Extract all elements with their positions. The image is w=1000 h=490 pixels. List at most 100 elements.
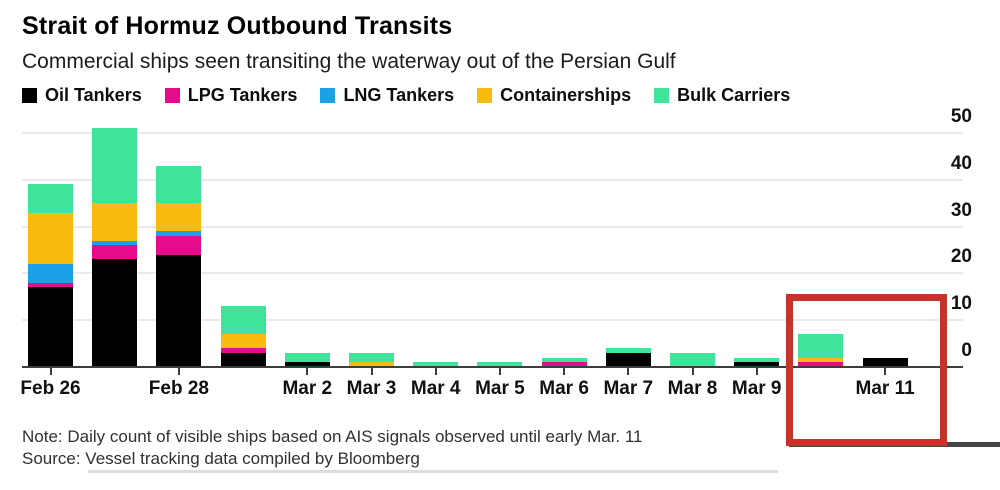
x-tick-mar-9	[755, 368, 758, 375]
bar-segment-mar-3-bulk-carriers	[349, 352, 394, 363]
legend-swatch-icon	[22, 88, 37, 103]
x-axis-label-mar-7: Mar 7	[603, 378, 654, 399]
chart-subtitle: Commercial ships seen transiting the wat…	[22, 50, 676, 73]
legend-item-containerships: Containerships	[477, 85, 631, 106]
bar-segment-feb-27-oil-tankers	[92, 259, 138, 367]
bar-segment-feb-27-bulk-carriers	[92, 128, 138, 204]
bar-mar-10	[798, 334, 844, 367]
bar-mar-2	[284, 352, 330, 367]
y-axis-label-20: 20	[950, 246, 972, 268]
x-tick-mar-11	[884, 368, 887, 375]
bar-segment-feb-27-lng-tankers	[92, 240, 138, 246]
bar-segment-mar-8-bulk-carriers	[670, 352, 715, 367]
x-axis-label-mar-2: Mar 2	[282, 378, 333, 399]
y-axis-label-30: 30	[950, 199, 972, 221]
bar-segment-mar-9-oil-tankers	[734, 362, 780, 367]
bar-segment-feb-28-containerships	[156, 203, 202, 232]
legend-label: Oil Tankers	[45, 85, 142, 105]
y-axis-label-50: 50	[950, 106, 972, 127]
bar-mar-11	[862, 357, 908, 367]
legend-swatch-icon	[320, 88, 336, 103]
y-axis-label-0: 0	[961, 340, 972, 361]
legend-item-oil-tankers: Oil Tankers	[22, 85, 142, 106]
x-tick-mar-6	[563, 368, 566, 375]
x-tick-mar-3	[370, 368, 373, 375]
bar-feb-27	[92, 128, 138, 367]
legend-swatch-icon	[477, 88, 493, 103]
bar-segment-mar-9-bulk-carriers	[734, 357, 780, 363]
bar-mar-3	[349, 352, 394, 367]
chart-title: Strait of Hormuz Outbound Transits	[22, 12, 453, 40]
x-axis-label-feb-28: Feb 28	[148, 378, 209, 399]
x-axis-line	[22, 366, 963, 368]
bar-segment-feb-27-containerships	[92, 203, 138, 241]
bar-segment-mar-6-lpg-tankers	[541, 362, 587, 367]
bar-mar-7	[605, 348, 651, 367]
x-tick-feb-26	[49, 368, 52, 375]
bar-segment-feb-28-lng-tankers	[156, 231, 202, 236]
legend-label: Bulk Carriers	[677, 85, 791, 105]
gridline-y-40	[22, 178, 963, 181]
x-tick-mar-7	[627, 368, 630, 375]
bar-segment-feb-28-lpg-tankers	[156, 235, 202, 255]
x-axis-label-mar-3: Mar 3	[346, 378, 397, 399]
bar-segment-mar-10-lpg-tankers	[798, 362, 844, 367]
y-axis-label-40: 40	[950, 152, 972, 174]
legend-item-lng-tankers: LNG Tankers	[320, 85, 454, 106]
bar-feb-26	[28, 184, 73, 367]
bar-segment-feb-26-lng-tankers	[28, 264, 73, 283]
bar-segment-mar-5-bulk-carriers	[477, 362, 523, 367]
gridline-y-50	[22, 132, 963, 134]
x-axis-label-mar-5: Mar 5	[475, 378, 525, 399]
faint-bottom-line	[88, 470, 778, 473]
x-tick-mar-2	[306, 368, 309, 375]
x-axis-label-feb-26: Feb 26	[20, 378, 81, 399]
chart-note: Note: Daily count of visible ships based…	[22, 427, 643, 446]
bar-mar-8	[670, 352, 715, 367]
legend-label: LNG Tankers	[343, 85, 455, 105]
bar-segment-mar-4-bulk-carriers	[413, 362, 459, 367]
x-axis-label-mar-11: Mar 11	[855, 378, 915, 399]
bar-segment-mar-2-oil-tankers	[284, 362, 330, 367]
bar-segment-feb-28-oil-tankers	[156, 254, 202, 367]
x-axis-label-mar-4: Mar 4	[410, 378, 461, 399]
bar-segment-feb-26-oil-tankers	[28, 287, 73, 367]
bar-segment-mar-1-bulk-carriers	[220, 306, 266, 335]
bar-segment-mar-1-containerships	[220, 334, 266, 349]
legend-label: Containerships	[500, 85, 632, 105]
x-axis-label-mar-8: Mar 8	[667, 378, 718, 399]
bar-segment-feb-27-lpg-tankers	[92, 245, 138, 260]
bar-segment-mar-1-oil-tankers	[220, 352, 266, 367]
bar-segment-mar-10-containerships	[798, 357, 844, 363]
chart-legend: Oil Tankers LPG Tankers LNG Tankers Contain…	[22, 85, 790, 106]
bar-segment-mar-7-bulk-carriers	[605, 348, 651, 353]
bar-mar-1	[220, 306, 266, 367]
x-tick-feb-28	[177, 368, 180, 375]
bar-segment-mar-10-bulk-carriers	[798, 334, 844, 358]
x-axis-label-mar-6: Mar 6	[539, 378, 589, 399]
legend-label: LPG Tankers	[187, 85, 298, 105]
bar-mar-4	[413, 362, 459, 367]
x-tick-mar-5	[498, 368, 501, 375]
legend-swatch-icon	[164, 88, 180, 103]
bar-mar-5	[477, 362, 523, 367]
bar-segment-mar-11-oil-tankers	[862, 357, 908, 367]
gridline-y-10	[22, 319, 963, 322]
legend-swatch-icon	[654, 88, 670, 103]
gridline-y-30	[22, 225, 963, 228]
bar-feb-28	[156, 165, 202, 367]
bar-segment-feb-26-containerships	[28, 212, 73, 265]
annotation-highlight-box	[786, 294, 947, 446]
x-tick-mar-8	[691, 368, 694, 375]
bar-mar-9	[734, 357, 780, 367]
bar-segment-mar-2-bulk-carriers	[284, 352, 330, 363]
bar-segment-feb-26-lpg-tankers	[28, 282, 73, 288]
bar-segment-feb-28-bulk-carriers	[156, 165, 202, 204]
bar-segment-mar-7-oil-tankers	[605, 352, 651, 367]
y-axis-label-10: 10	[950, 293, 972, 315]
legend-item-bulk-carriers: Bulk Carriers	[654, 85, 790, 106]
chart-source: Source: Vessel tracking data compiled by…	[22, 449, 420, 468]
x-tick-mar-4	[434, 368, 437, 375]
legend-item-lpg-tankers: LPG Tankers	[164, 85, 298, 106]
